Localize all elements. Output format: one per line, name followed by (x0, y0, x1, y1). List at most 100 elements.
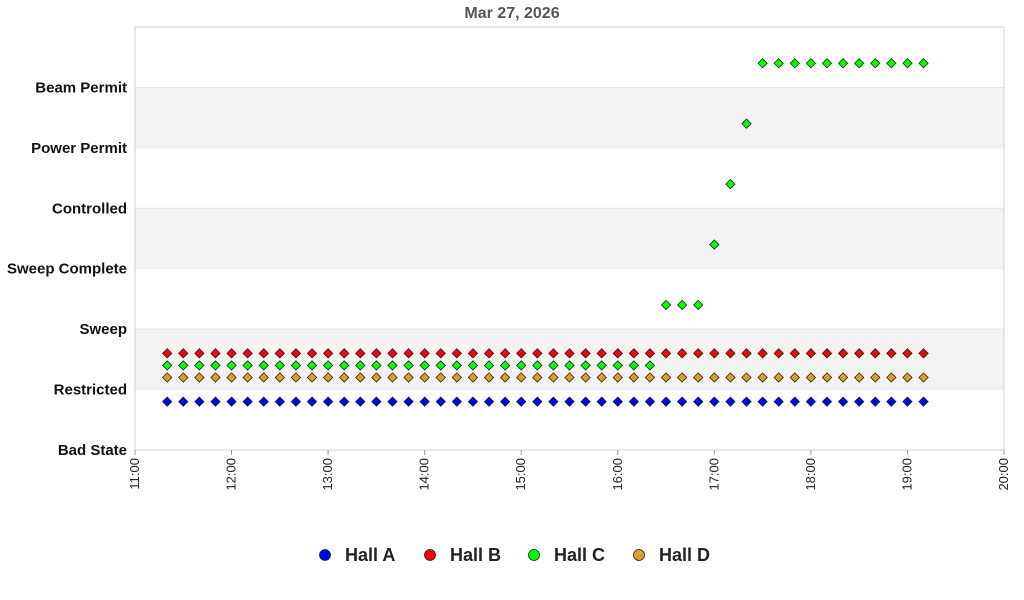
x-tick-label: 18:00 (803, 458, 818, 491)
x-tick-label: 14:00 (417, 458, 432, 491)
data-point (837, 58, 849, 69)
y-tick-label: Controlled (52, 200, 127, 217)
data-point (773, 348, 784, 359)
y-axis-labels: Bad State Restricted Sweep Sweep Complete Co… (7, 79, 127, 459)
data-points (162, 58, 929, 407)
data-point (435, 348, 446, 359)
data-point (709, 348, 720, 359)
y-tick-label: Restricted (54, 382, 127, 399)
data-point (162, 372, 173, 383)
data-point (258, 360, 269, 371)
data-point (226, 396, 237, 407)
data-point (805, 58, 817, 69)
data-point (339, 396, 350, 407)
data-point (435, 396, 446, 407)
data-point (355, 396, 366, 407)
data-point (612, 348, 623, 359)
data-point (532, 372, 543, 383)
data-point (516, 396, 527, 407)
data-point (660, 299, 672, 311)
data-point (548, 372, 559, 383)
legend: Hall A Hall B Hall C Hall D (319, 545, 710, 565)
data-point (693, 348, 704, 359)
data-point (451, 360, 463, 371)
data-point (725, 372, 736, 383)
x-axis: 11:00 12:00 13:00 14:00 15:00 16:00 17:00 18:00… (127, 450, 1011, 491)
data-point (194, 348, 205, 359)
data-point (596, 396, 607, 407)
data-point (773, 58, 784, 69)
data-point (483, 360, 495, 371)
data-point (387, 396, 398, 407)
data-point (854, 372, 865, 383)
data-point (274, 360, 285, 371)
data-point (660, 372, 672, 383)
data-point (628, 360, 640, 371)
data-point (178, 372, 189, 383)
data-point (870, 348, 881, 359)
data-point (403, 396, 414, 407)
data-point (516, 360, 527, 371)
data-point (676, 299, 688, 311)
data-point (306, 396, 318, 407)
data-point (194, 372, 205, 383)
data-point (693, 372, 704, 383)
data-point (451, 372, 463, 383)
data-point (499, 396, 511, 407)
data-point (854, 58, 865, 69)
x-tick-label: 16:00 (610, 458, 625, 491)
data-point (789, 58, 800, 69)
x-tick-label: 12:00 (224, 458, 239, 491)
data-point (660, 348, 672, 359)
data-point (773, 372, 784, 383)
data-point (676, 372, 688, 383)
data-point (451, 348, 463, 359)
data-point (725, 348, 736, 359)
data-point (290, 396, 302, 407)
data-point (902, 58, 913, 69)
data-point (741, 348, 752, 359)
y-tick-label: Power Permit (31, 140, 127, 157)
data-point (757, 348, 768, 359)
data-point (499, 360, 511, 371)
x-tick-label: 19:00 (899, 458, 914, 491)
data-point (290, 348, 302, 359)
data-point (516, 348, 527, 359)
data-point (467, 372, 479, 383)
data-point (612, 396, 623, 407)
data-point (467, 360, 479, 371)
grid-band (135, 87, 1004, 148)
data-point (693, 396, 704, 407)
data-point (693, 299, 704, 311)
x-tick-label: 13:00 (320, 458, 335, 491)
plot-bands (135, 26, 1004, 391)
data-point (435, 360, 446, 371)
data-point (628, 372, 640, 383)
data-point (226, 372, 237, 383)
data-point (644, 348, 656, 359)
data-point (210, 360, 221, 371)
data-point (371, 396, 382, 407)
y-tick-label: Bad State (58, 442, 127, 459)
data-point (242, 372, 253, 383)
data-point (290, 360, 302, 371)
data-point (676, 396, 688, 407)
data-point (274, 348, 285, 359)
grid-band (135, 208, 1004, 269)
data-point (805, 372, 817, 383)
data-point (886, 372, 897, 383)
data-point (837, 372, 849, 383)
data-point (741, 372, 752, 383)
data-point (419, 372, 430, 383)
data-point (306, 372, 318, 383)
data-point (178, 348, 189, 359)
data-point (564, 372, 575, 383)
data-point (467, 348, 479, 359)
data-point (821, 58, 833, 69)
data-point (210, 348, 221, 359)
data-point (725, 178, 736, 190)
data-point (902, 348, 913, 359)
data-point (805, 348, 817, 359)
data-point (564, 396, 575, 407)
data-point (210, 372, 221, 383)
